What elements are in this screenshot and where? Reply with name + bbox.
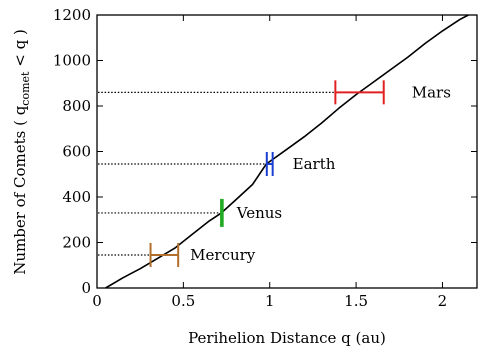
y-axis-title-tail: < q ) <box>11 29 29 71</box>
cumulative-line <box>105 14 469 289</box>
y-tick-label: 0 <box>81 279 91 297</box>
planet-label-mars: Mars <box>412 83 451 101</box>
x-tick-label: 1 <box>265 292 275 310</box>
y-tick-label: 1200 <box>53 6 91 24</box>
y-axis-title: Number of Comets ( qcomet < q ) <box>11 29 32 275</box>
planet-marker-earth: Earth <box>265 152 336 177</box>
y-tick-label: 400 <box>62 188 91 206</box>
planet-marker-venus: Venus <box>220 198 282 227</box>
planet-marker-mars: Mars <box>334 80 451 105</box>
y-tick-label: 600 <box>62 143 91 161</box>
x-axis-title: Perihelion Distance q (au) <box>188 329 386 347</box>
planet-markers: Mercury Venus Earth Mars <box>149 80 451 268</box>
y-axis-title-subscript: comet <box>19 71 32 106</box>
planet-label-mercury: Mercury <box>190 246 256 264</box>
x-tick-label: 2 <box>438 292 448 310</box>
x-tick-label: 0 <box>92 292 102 310</box>
y-axis-title-main: Number of Comets ( q <box>11 105 29 274</box>
reference-lines <box>98 91 336 256</box>
series-layer <box>105 14 469 289</box>
x-tick-label: 1.5 <box>344 292 368 310</box>
y-axis-ticks: 0 200 400 600 800 1000 1200 <box>53 6 477 297</box>
plot-frame <box>96 14 478 289</box>
x-axis-ticks: 0 0.5 1 1.5 2 <box>92 15 447 310</box>
y-tick-label: 200 <box>62 234 91 252</box>
planet-label-venus: Venus <box>236 204 282 222</box>
y-tick-label: 800 <box>62 97 91 115</box>
planet-marker-mercury: Mercury <box>149 243 256 268</box>
planet-label-earth: Earth <box>293 155 336 173</box>
x-tick-label: 0.5 <box>171 292 195 310</box>
y-tick-label: 1000 <box>53 52 91 70</box>
marker-bar <box>220 198 224 227</box>
